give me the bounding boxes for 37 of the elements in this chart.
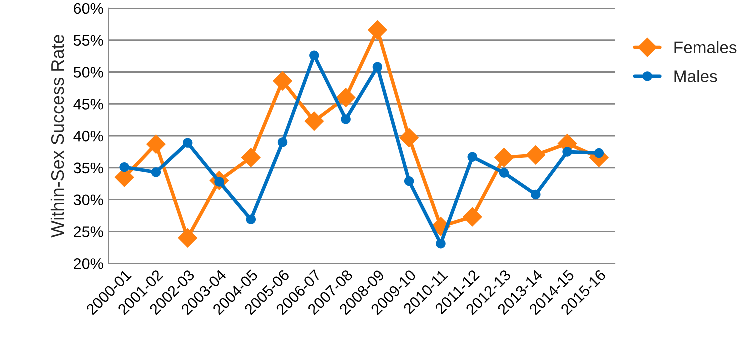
y-tick-label: 30% bbox=[74, 194, 104, 206]
y-tick-label: 20% bbox=[74, 258, 104, 270]
point bbox=[272, 71, 293, 91]
point bbox=[562, 147, 572, 157]
point bbox=[372, 62, 383, 72]
point bbox=[178, 228, 198, 248]
point bbox=[531, 190, 541, 200]
point bbox=[246, 214, 256, 224]
y-tick-label: 40% bbox=[74, 130, 104, 142]
legend-label: Males bbox=[674, 70, 718, 82]
point bbox=[336, 88, 356, 108]
point bbox=[404, 176, 414, 186]
point bbox=[304, 112, 324, 132]
point bbox=[499, 168, 510, 178]
y-tick-label: 55% bbox=[74, 35, 104, 46]
y-tick-label: 45% bbox=[74, 99, 104, 110]
point bbox=[462, 207, 482, 227]
legend-label: Females bbox=[674, 41, 737, 54]
point bbox=[341, 114, 351, 124]
point bbox=[241, 148, 261, 168]
point bbox=[146, 134, 166, 154]
point bbox=[436, 239, 446, 249]
y-axis-title: Within-Sex Success Rate bbox=[50, 34, 64, 238]
point bbox=[310, 50, 320, 61]
point bbox=[468, 152, 478, 162]
y-tick-label: 35% bbox=[74, 162, 104, 174]
point bbox=[120, 162, 130, 172]
point bbox=[400, 128, 420, 148]
point bbox=[278, 138, 288, 148]
y-tick-label: 50% bbox=[74, 67, 104, 78]
point bbox=[182, 138, 193, 148]
y-tick-label: 25% bbox=[74, 226, 104, 238]
point bbox=[494, 148, 514, 168]
point bbox=[368, 20, 388, 40]
point bbox=[151, 168, 162, 178]
y-tick-label: 60% bbox=[74, 3, 104, 14]
point bbox=[526, 145, 546, 166]
